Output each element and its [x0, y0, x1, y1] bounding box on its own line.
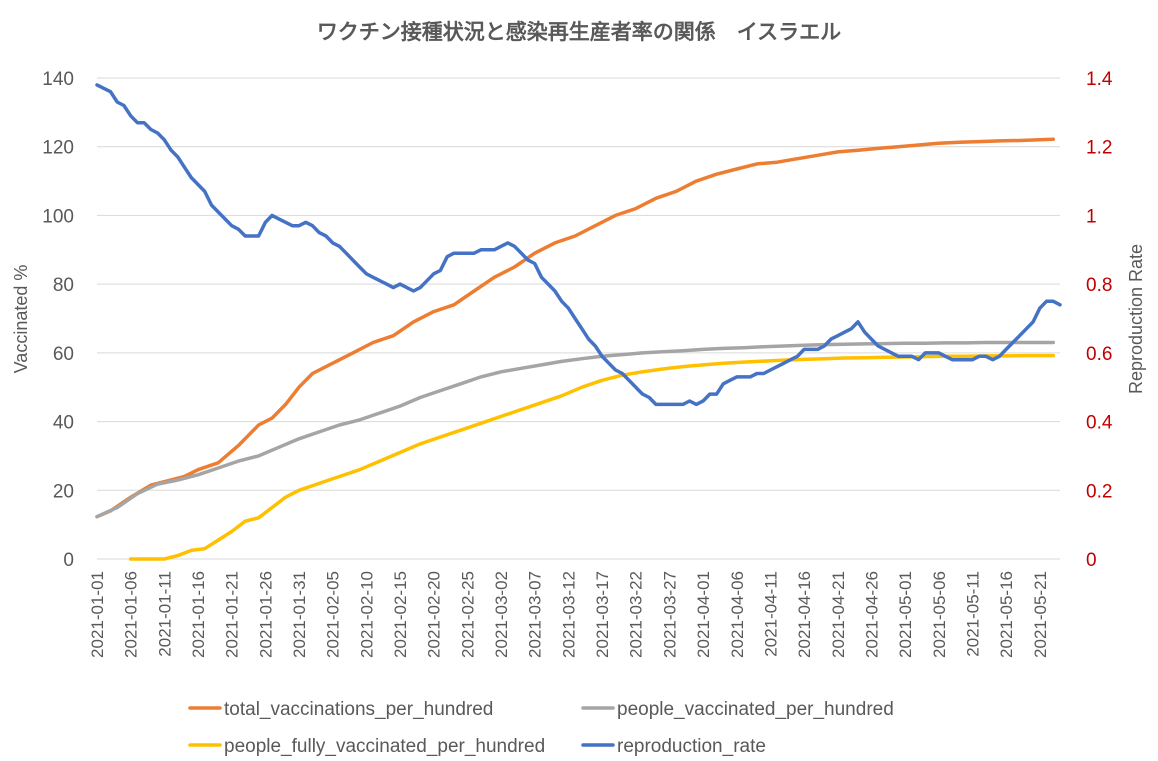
x-tick-label: 2021-04-06 [728, 571, 747, 658]
y-right-tick-label: 0.6 [1086, 344, 1112, 365]
y-left-tick-label: 100 [42, 206, 74, 227]
series-line-people-vaccinated-per-hundred [95, 340, 1056, 519]
x-tick-label: 2021-04-01 [694, 571, 713, 658]
legend-label: people_vaccinated_per_hundred [617, 699, 894, 720]
y-left-tick-label: 120 [42, 138, 74, 159]
y-left-tick-label: 40 [53, 413, 74, 434]
x-tick-label: 2021-03-02 [492, 571, 511, 658]
series-line-total-vaccinations-per-hundred [95, 137, 1056, 519]
x-tick-label: 2021-01-31 [290, 571, 309, 658]
chart-title: ワクチン接種状況と感染再生産者率の関係 イスラエル [317, 20, 841, 44]
x-tick-label: 2021-03-27 [660, 571, 679, 658]
x-tick-label: 2021-05-21 [1031, 571, 1050, 658]
x-tick-label: 2021-01-16 [189, 571, 208, 658]
series-lines [95, 83, 1062, 561]
y-axis-left-ticks: 0 20 40 60 80 100 120 140 [42, 69, 74, 571]
x-tick-label: 2021-02-15 [391, 571, 410, 658]
x-tick-label: 2021-01-11 [155, 571, 174, 657]
x-axis-ticks: 2021-01-01 2021-01-06 2021-01-11 2021-01-16… [88, 571, 1050, 658]
y-axis-right-label: Reproduction Rate [1126, 244, 1146, 394]
y-right-tick-label: 1 [1086, 206, 1097, 227]
x-tick-label: 2021-02-25 [458, 571, 477, 658]
y-right-tick-label: 0 [1086, 550, 1097, 571]
x-tick-label: 2021-01-06 [122, 571, 141, 658]
legend-label: people_fully_vaccinated_per_hundred [224, 736, 545, 757]
series-line-people-fully-vaccinated-per-hundred [128, 353, 1056, 561]
y-left-tick-label: 0 [63, 550, 74, 571]
x-tick-label: 2021-03-07 [526, 571, 545, 658]
x-tick-label: 2021-05-16 [997, 571, 1016, 658]
y-left-tick-label: 20 [53, 481, 74, 502]
y-right-tick-label: 0.2 [1086, 481, 1112, 502]
y-axis-left-label: Vaccinated % [11, 265, 31, 374]
x-tick-label: 2021-03-17 [593, 571, 612, 658]
legend: total_vaccinations_per_hundred people_vac… [188, 699, 894, 757]
x-tick-label: 2021-05-11 [963, 571, 982, 657]
x-tick-label: 2021-05-06 [930, 571, 949, 658]
x-tick-label: 2021-01-21 [223, 571, 242, 658]
y-left-tick-label: 140 [42, 69, 74, 90]
series-line-reproduction-rate [95, 83, 1062, 407]
x-tick-label: 2021-01-26 [256, 571, 275, 658]
x-tick-label: 2021-03-12 [559, 571, 578, 658]
x-tick-label: 2021-04-11 [761, 571, 780, 657]
x-tick-label: 2021-04-26 [862, 571, 881, 658]
y-left-tick-label: 80 [53, 275, 74, 296]
legend-label: reproduction_rate [617, 736, 766, 757]
y-left-tick-label: 60 [53, 344, 74, 365]
y-right-tick-label: 0.4 [1086, 413, 1113, 434]
y-right-tick-label: 0.8 [1086, 275, 1112, 296]
x-tick-label: 2021-04-21 [829, 571, 848, 658]
x-tick-label: 2021-01-01 [88, 571, 107, 658]
y-right-tick-label: 1.4 [1086, 69, 1113, 90]
x-tick-label: 2021-02-05 [324, 571, 343, 658]
legend-label: total_vaccinations_per_hundred [224, 699, 493, 720]
x-tick-label: 2021-04-16 [795, 571, 814, 658]
x-tick-label: 2021-02-20 [425, 571, 444, 658]
x-tick-label: 2021-05-01 [896, 571, 915, 658]
x-tick-label: 2021-03-22 [627, 571, 646, 658]
gridlines [97, 77, 1060, 491]
y-right-tick-label: 1.2 [1086, 138, 1112, 159]
y-axis-right-ticks: 0 0.2 0.4 0.6 0.8 1 1.2 1.4 [1086, 69, 1113, 571]
x-tick-label: 2021-02-10 [357, 571, 376, 658]
